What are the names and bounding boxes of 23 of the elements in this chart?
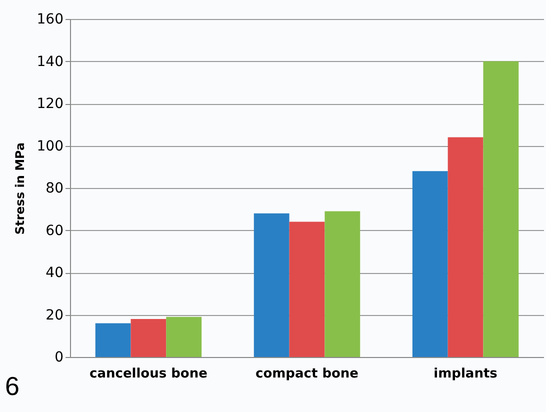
bar [448,137,484,357]
y-tick-label: 140 [36,54,64,70]
x-tick-label: cancellous bone [90,366,208,382]
bar [412,171,448,357]
text: 6 [5,371,20,401]
bar [289,222,325,357]
y-tick-label: 20 [46,307,64,324]
x-tick-label: implants [434,366,498,382]
bar [324,211,360,357]
bar [130,318,166,357]
y-tick-label: 120 [36,96,64,112]
bar [483,61,519,357]
y-axis-title: Stress in MPa [12,142,27,235]
y-tick-label: 160 [36,12,64,28]
bar [254,213,290,357]
y-tick-label: 40 [46,265,64,281]
y-tick-label: 80 [46,180,64,196]
y-tick-label: 0 [54,350,64,366]
y-tick-label: 60 [46,222,64,239]
x-tick-label: compact bone [255,366,359,382]
bar [95,323,131,357]
y-tick-label: 100 [36,138,64,154]
bar [166,316,202,357]
